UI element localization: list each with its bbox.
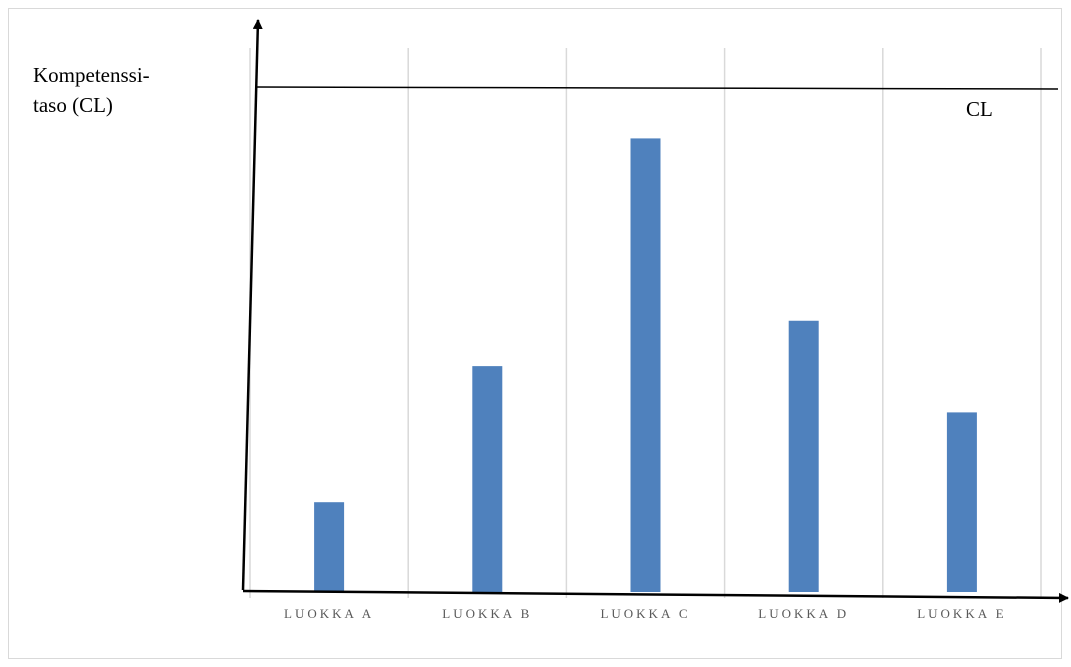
bar-luokka-b (472, 366, 503, 592)
x-tick-label-2: LUOKKA B (442, 606, 532, 621)
bar-luokka-d (788, 320, 819, 592)
x-tick-label-5: LUOKKA E (917, 606, 1006, 621)
y-axis-label-line-1: Kompetenssi- (33, 63, 150, 87)
bar-luokka-c (630, 138, 661, 592)
x-tick-label-3: LUOKKA C (600, 606, 690, 621)
cl-reference-label: CL (966, 97, 993, 121)
x-tick-label-4: LUOKKA D (758, 606, 849, 621)
y-axis-label: Kompetenssi- taso (CL) (33, 60, 150, 120)
x-tick-label-1: LUOKKA A (284, 606, 374, 621)
chart-frame (8, 8, 1062, 659)
y-axis (241, 19, 263, 591)
cl-reference-line (254, 86, 1059, 90)
y-axis-label-line-2: taso (CL) (33, 93, 113, 117)
bar-luokka-e (946, 412, 977, 592)
bar-luokka-a (314, 502, 345, 592)
x-axis (242, 589, 1069, 603)
